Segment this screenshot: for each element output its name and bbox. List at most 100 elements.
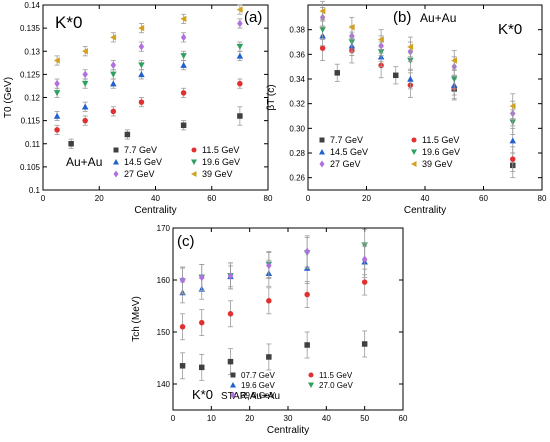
- x-axis-label: Centrality: [267, 425, 309, 436]
- y-tick-label: 150: [157, 328, 171, 337]
- series-19-6-GeV: [179, 245, 368, 304]
- series-19-6-GeV: [319, 19, 516, 135]
- system-label: STAR,Au+Au: [221, 391, 280, 402]
- series-39-GeV: [319, 0, 516, 119]
- legend-label: 11.5 GeV: [422, 135, 459, 145]
- data-point: [53, 112, 61, 119]
- legend-marker: [411, 161, 417, 167]
- legend-marker: [230, 382, 236, 388]
- data-point: [110, 34, 117, 41]
- y-tick-label: 0.26: [289, 174, 305, 183]
- series-7-7-GeV: [68, 106, 243, 149]
- data-point: [82, 70, 88, 79]
- legend-marker: [411, 137, 417, 143]
- data-point: [227, 358, 234, 365]
- y-axis-label: T0 (GeV): [3, 77, 14, 118]
- legend-label: 07.7 GeV: [241, 371, 275, 380]
- x-tick-label: 80: [264, 194, 273, 203]
- data-point: [319, 7, 326, 15]
- legend-marker: [191, 147, 197, 153]
- series-27-0-GeV: [179, 229, 368, 295]
- x-tick-label: 0: [41, 194, 46, 203]
- legend-label: 19.6 GeV: [202, 157, 240, 167]
- legend-label: 27 GeV: [330, 159, 361, 169]
- legend-label: 19.6 GeV: [241, 381, 275, 390]
- data-point: [510, 156, 516, 162]
- data-point: [180, 122, 187, 128]
- y-tick-label: 0.14: [24, 1, 40, 10]
- legend-label: 27 GeV: [124, 169, 155, 179]
- x-tick-label: 60: [399, 414, 408, 423]
- data-point: [237, 113, 243, 119]
- data-point: [304, 291, 310, 298]
- legend-marker: [319, 149, 325, 155]
- legend-label: 11.5 GeV: [202, 145, 239, 155]
- data-point: [110, 108, 117, 115]
- data-point: [237, 80, 243, 87]
- data-point: [110, 61, 117, 69]
- legend-label: 39 GeV: [422, 159, 453, 169]
- y-tick-label: 0.30: [289, 124, 305, 133]
- data-point: [361, 279, 368, 285]
- series-14-5-GeV: [319, 25, 516, 154]
- x-tick-label: 0: [171, 414, 176, 423]
- data-point: [266, 298, 272, 304]
- legend-label: 14.5 GeV: [330, 147, 368, 157]
- legend-label: 27.0 GeV: [319, 381, 353, 390]
- panel-label: (a): [244, 9, 262, 26]
- data-point: [138, 99, 145, 105]
- data-point: [266, 261, 272, 270]
- data-point: [451, 57, 457, 64]
- panel-c: 0 10 20 30 40 50 60 140 150 160 170 Centrality Tch (…: [131, 224, 408, 436]
- x-tick-label: 30: [284, 414, 293, 423]
- data-point: [319, 45, 326, 51]
- legend-marker: [113, 170, 119, 178]
- data-point: [180, 53, 187, 60]
- data-point: [348, 23, 355, 31]
- y-tick-label: 0.1: [29, 186, 41, 195]
- x-tick-label: 20: [95, 194, 104, 203]
- x-tick-label: 20: [245, 414, 254, 423]
- data-point: [319, 26, 326, 33]
- series-11-5-GeV: [179, 268, 368, 341]
- series-39-GeV: [53, 4, 243, 66]
- y-tick-label: 0.125: [20, 70, 41, 79]
- legend: 07.7 GeV 11.5 GeV 19.6 GeV 27.0 GeV 39.0 GeV: [230, 371, 353, 400]
- data-point: [179, 363, 186, 369]
- y-axis-label: Tch (MeV): [131, 296, 142, 342]
- data-point: [304, 247, 310, 256]
- data-point: [266, 354, 272, 360]
- data-point: [110, 71, 117, 78]
- x-tick-label: 60: [479, 194, 488, 203]
- legend: 7.7 GeV 11.5 GeV 14.5 GeV 19.6 GeV 27 GeV 39 …: [319, 135, 460, 169]
- legend-label: 39.0 GeV: [241, 391, 275, 400]
- species-label: K*0: [498, 21, 522, 38]
- x-tick-label: 10: [207, 414, 216, 423]
- panel-a: 0 20 40 60 80 0.1 0.105 0.11 0.115 0.12 0.125 0.13 0…: [3, 1, 273, 216]
- system-label: Au+Au: [66, 155, 102, 169]
- x-tick-label: 0: [306, 194, 311, 203]
- data-point: [393, 72, 399, 79]
- series-27-GeV: [319, 7, 516, 127]
- panel-b: 0 20 40 60 80 0.26 0.28 0.30 0.32 0.34 0.36 0.38 Cen…: [266, 0, 547, 216]
- legend-label: 11.5 GeV: [319, 371, 353, 380]
- data-point: [138, 24, 145, 32]
- data-point: [138, 62, 145, 69]
- y-tick-label: 0.105: [20, 163, 41, 172]
- legend-marker: [308, 372, 314, 378]
- panel-label: (c): [177, 233, 195, 250]
- legend-label: 7.7 GeV: [124, 145, 157, 155]
- legend-marker: [308, 382, 314, 388]
- legend-label: 19.6 GeV: [422, 147, 460, 157]
- x-axis-label: Centrality: [134, 205, 176, 216]
- data-point: [53, 90, 61, 97]
- legend-marker: [191, 159, 197, 165]
- data-point: [54, 127, 60, 133]
- data-point: [509, 102, 516, 110]
- species-label: K*0: [192, 387, 213, 402]
- data-point: [138, 42, 145, 51]
- data-point: [236, 43, 244, 50]
- y-tick-label: 0.12: [24, 94, 40, 103]
- x-tick-label: 50: [360, 414, 369, 423]
